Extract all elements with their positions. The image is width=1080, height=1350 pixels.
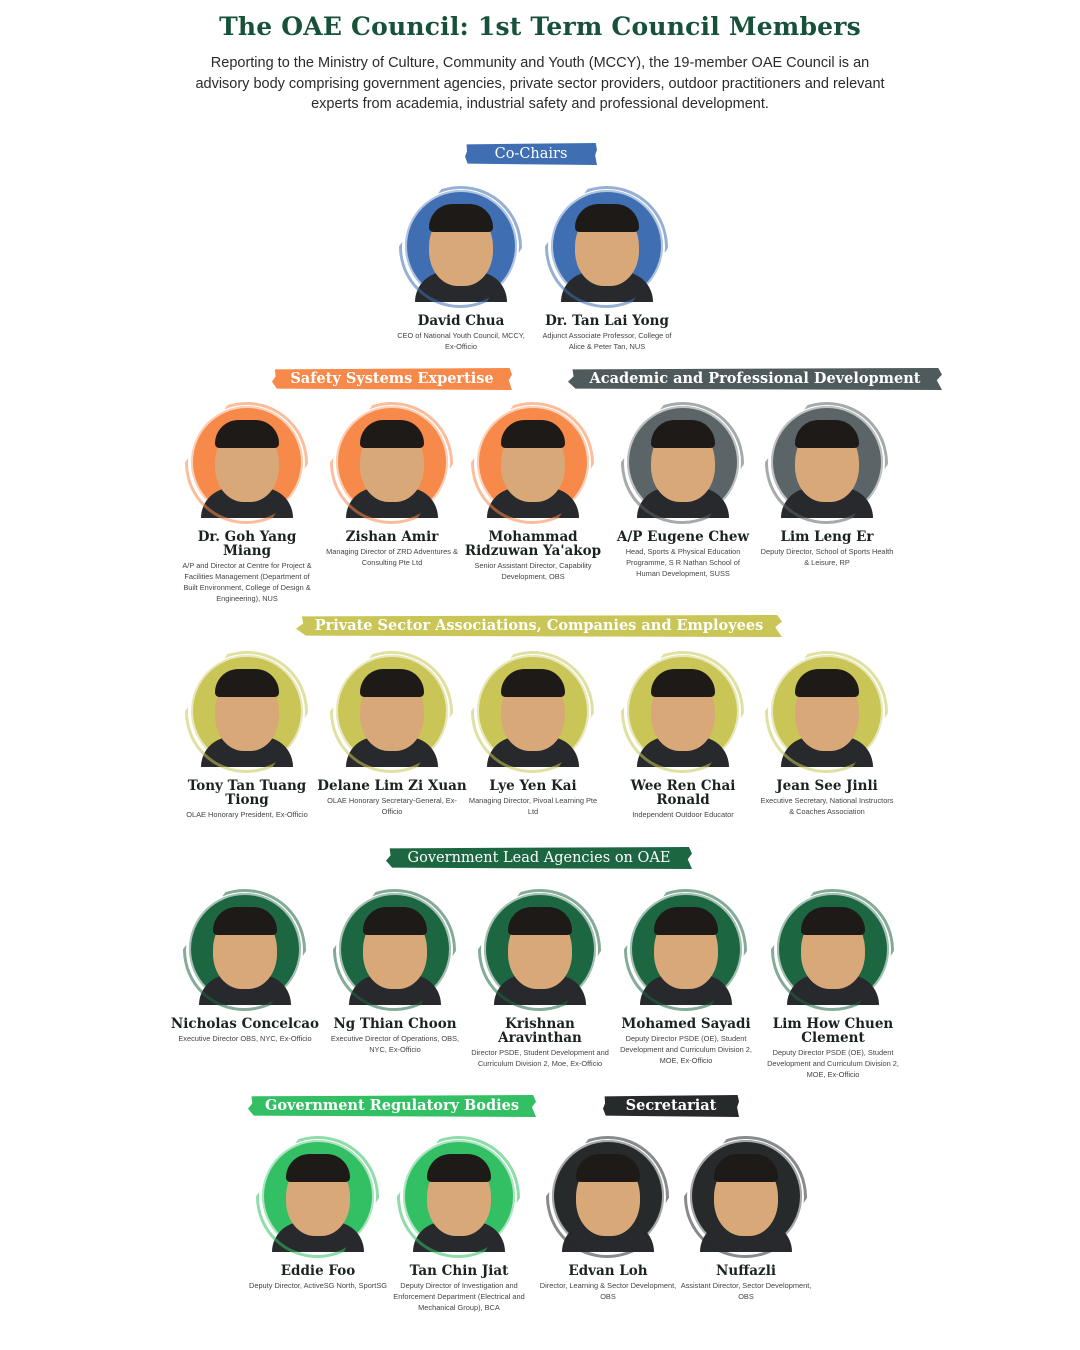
member-role: Deputy Director, ActiveSG North, SportSG [249, 1281, 388, 1290]
member-role: Executive Director OBS, NYC, Ex-Officio [178, 1034, 312, 1043]
member-card: Nicholas Concelcao Executive Director OB… [170, 893, 320, 1044]
section-banner-gov-regulatory: Government Regulatory Bodies [248, 1095, 536, 1117]
member-role: OLAE Honorary President, Ex-Officio [186, 810, 308, 819]
section-banner-secretariat: Secretariat [603, 1095, 739, 1117]
member-card: Tan Chin Jiat Deputy Director of Investi… [384, 1140, 534, 1313]
member-photo [630, 893, 742, 1005]
member-role: Managing Director of ZRD Adventures & Co… [326, 547, 458, 567]
member-name: Zishan Amir [345, 529, 439, 545]
member-card: Nuffazli Assistant Director, Sector Deve… [671, 1140, 821, 1302]
member-name: A/P Eugene Chew [616, 529, 750, 545]
member-name: Krishnan Aravinthan [498, 1016, 582, 1046]
member-role: OLAE Honorary Secretary-General, Ex-Offi… [327, 796, 457, 816]
member-photo [771, 406, 883, 518]
member-role: Deputy Director of Investigation and Enf… [393, 1281, 525, 1312]
member-role: Director, Learning & Sector Development,… [539, 1281, 677, 1301]
member-card: Dr. Tan Lai Yong Adjunct Associate Profe… [532, 190, 682, 352]
member-photo [189, 893, 301, 1005]
member-photo [191, 406, 303, 518]
member-name: Tan Chin Jiat [409, 1263, 509, 1279]
member-role: Head, Sports & Physical Education Progra… [625, 547, 741, 578]
member-photo [336, 655, 448, 767]
member-card: Edvan Loh Director, Learning & Sector De… [533, 1140, 683, 1302]
member-card: Eddie Foo Deputy Director, ActiveSG Nort… [243, 1140, 393, 1291]
member-card: David Chua CEO of National Youth Council… [386, 190, 536, 352]
member-role: CEO of National Youth Council, MCCY, Ex-… [397, 331, 525, 351]
member-name: Ng Thian Choon [333, 1016, 457, 1032]
member-role: Deputy Director, School of Sports Health… [760, 547, 894, 567]
member-photo [262, 1140, 374, 1252]
member-card: Delane Lim Zi Xuan OLAE Honorary Secreta… [317, 655, 467, 817]
member-name: Nicholas Concelcao [170, 1016, 320, 1032]
member-card: Krishnan Aravinthan Director PSDE, Stude… [465, 893, 615, 1069]
member-role: Director PSDE, Student Development and C… [471, 1048, 609, 1068]
member-card: Mohamed Sayadi Deputy Director PSDE (OE)… [611, 893, 761, 1066]
member-photo [403, 1140, 515, 1252]
section-banner-private: Private Sector Associations, Companies a… [296, 615, 782, 637]
member-role: Senior Assistant Director, Capability De… [474, 561, 592, 581]
member-photo [191, 655, 303, 767]
member-name: David Chua [417, 313, 505, 329]
member-name: Nuffazli [716, 1263, 776, 1279]
member-role: Executive Secretary, National Instructor… [760, 796, 894, 816]
member-role: Adjunct Associate Professor, College of … [542, 331, 672, 351]
member-photo [771, 655, 883, 767]
member-name: Lye Yen Kai [489, 778, 577, 794]
member-card: Lim Leng Er Deputy Director, School of S… [752, 406, 902, 568]
member-name: Lim Leng Er [780, 529, 874, 545]
member-photo [484, 893, 596, 1005]
member-card: Ng Thian Choon Executive Director of Ope… [320, 893, 470, 1055]
member-name: Lim How Chuen Clement [772, 1016, 894, 1046]
member-name: Dr. Goh Yang Miang [197, 529, 297, 559]
member-role: Managing Director, Pivoal Learning Pte L… [468, 796, 598, 816]
member-name: Tony Tan Tuang Tiong [187, 778, 307, 808]
member-role: Deputy Director PSDE (OE), Student Devel… [620, 1034, 752, 1065]
member-photo [477, 655, 589, 767]
member-photo [627, 406, 739, 518]
member-card: Lye Yen Kai Managing Director, Pivoal Le… [458, 655, 608, 817]
member-name: Wee Ren Chai Ronald [630, 778, 736, 808]
member-role: Independent Outdoor Educator [632, 810, 734, 819]
intro-paragraph: Reporting to the Ministry of Culture, Co… [195, 55, 885, 112]
member-photo [627, 655, 739, 767]
member-photo [339, 893, 451, 1005]
member-card: Zishan Amir Managing Director of ZRD Adv… [317, 406, 467, 568]
member-name: Mohammad Ridzuwan Ya'akop [464, 529, 602, 559]
member-photo [405, 190, 517, 302]
member-photo [477, 406, 589, 518]
section-banner-academic: Academic and Professional Development [568, 368, 942, 390]
member-role: Deputy Director PSDE (OE), Student Devel… [767, 1048, 899, 1079]
member-photo [690, 1140, 802, 1252]
member-name: Jean See Jinli [776, 778, 878, 794]
member-photo [777, 893, 889, 1005]
member-card: Mohammad Ridzuwan Ya'akop Senior Assista… [458, 406, 608, 582]
member-card: Jean See Jinli Executive Secretary, Nati… [752, 655, 902, 817]
member-card: Dr. Goh Yang Miang A/P and Director at C… [172, 406, 322, 604]
section-banner-gov-lead: Government Lead Agencies on OAE [386, 847, 692, 869]
member-role: A/P and Director at Centre for Project &… [182, 561, 312, 603]
member-name: Dr. Tan Lai Yong [545, 313, 669, 329]
member-photo [551, 190, 663, 302]
member-role: Assistant Director, Sector Development, … [680, 1281, 812, 1301]
member-name: Delane Lim Zi Xuan [317, 778, 467, 794]
member-card: Wee Ren Chai Ronald Independent Outdoor … [608, 655, 758, 820]
member-role: Executive Director of Operations, OBS, N… [330, 1034, 460, 1054]
member-name: Eddie Foo [280, 1263, 356, 1279]
section-banner-co-chairs: Co-Chairs [465, 143, 597, 165]
member-card: A/P Eugene Chew Head, Sports & Physical … [608, 406, 758, 579]
section-banner-safety: Safety Systems Expertise [272, 368, 512, 390]
member-name: Mohamed Sayadi [621, 1016, 751, 1032]
member-photo [552, 1140, 664, 1252]
member-photo [336, 406, 448, 518]
member-card: Lim How Chuen Clement Deputy Director PS… [758, 893, 908, 1080]
page-title: The OAE Council: 1st Term Council Member… [219, 12, 861, 41]
member-card: Tony Tan Tuang Tiong OLAE Honorary Presi… [172, 655, 322, 820]
member-name: Edvan Loh [568, 1263, 648, 1279]
